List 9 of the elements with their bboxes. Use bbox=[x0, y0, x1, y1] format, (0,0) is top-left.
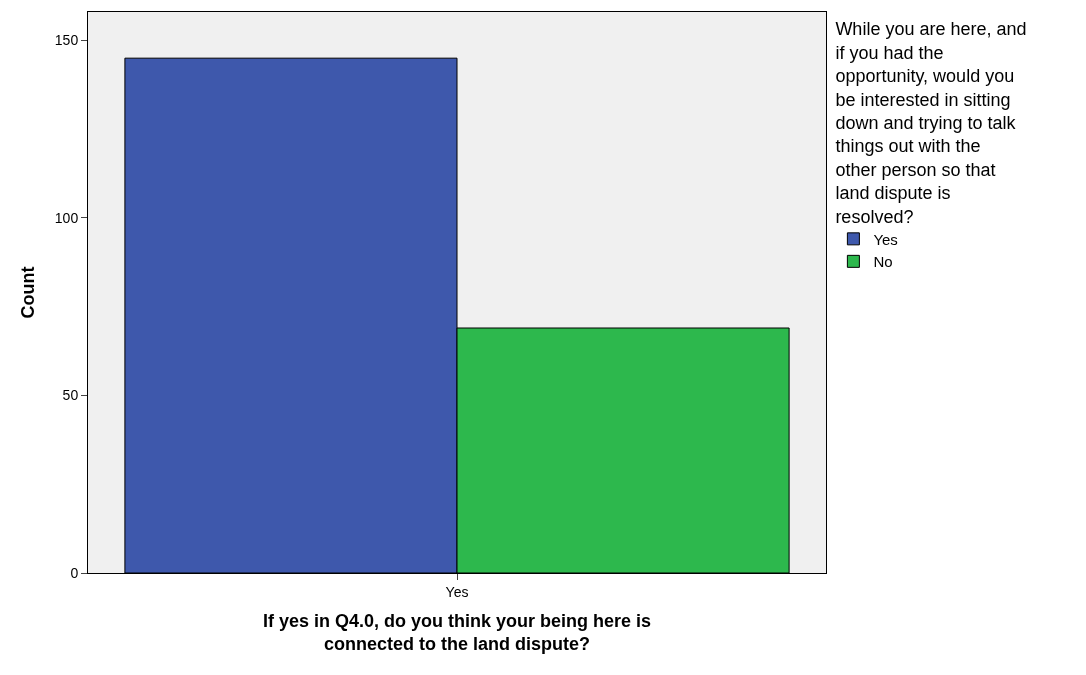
legend-label: Yes bbox=[873, 230, 898, 248]
y-tick-label: 150 bbox=[54, 32, 79, 49]
y-axis-title: Count bbox=[18, 266, 39, 319]
y-tick-label: 100 bbox=[54, 209, 79, 226]
text: While you are here, and if you had the opportunity, would you be interested in sitting down and trying to talk things out with the other person so that land dispute is resolved? bbox=[835, 19, 1027, 227]
x-axis-title: If yes in Q4.0, do you think your being here is connected to the land dispute? bbox=[262, 610, 652, 655]
legend-label: No bbox=[873, 253, 893, 271]
y-tick-label: 50 bbox=[62, 387, 79, 404]
y-tick-label: 0 bbox=[70, 564, 79, 581]
